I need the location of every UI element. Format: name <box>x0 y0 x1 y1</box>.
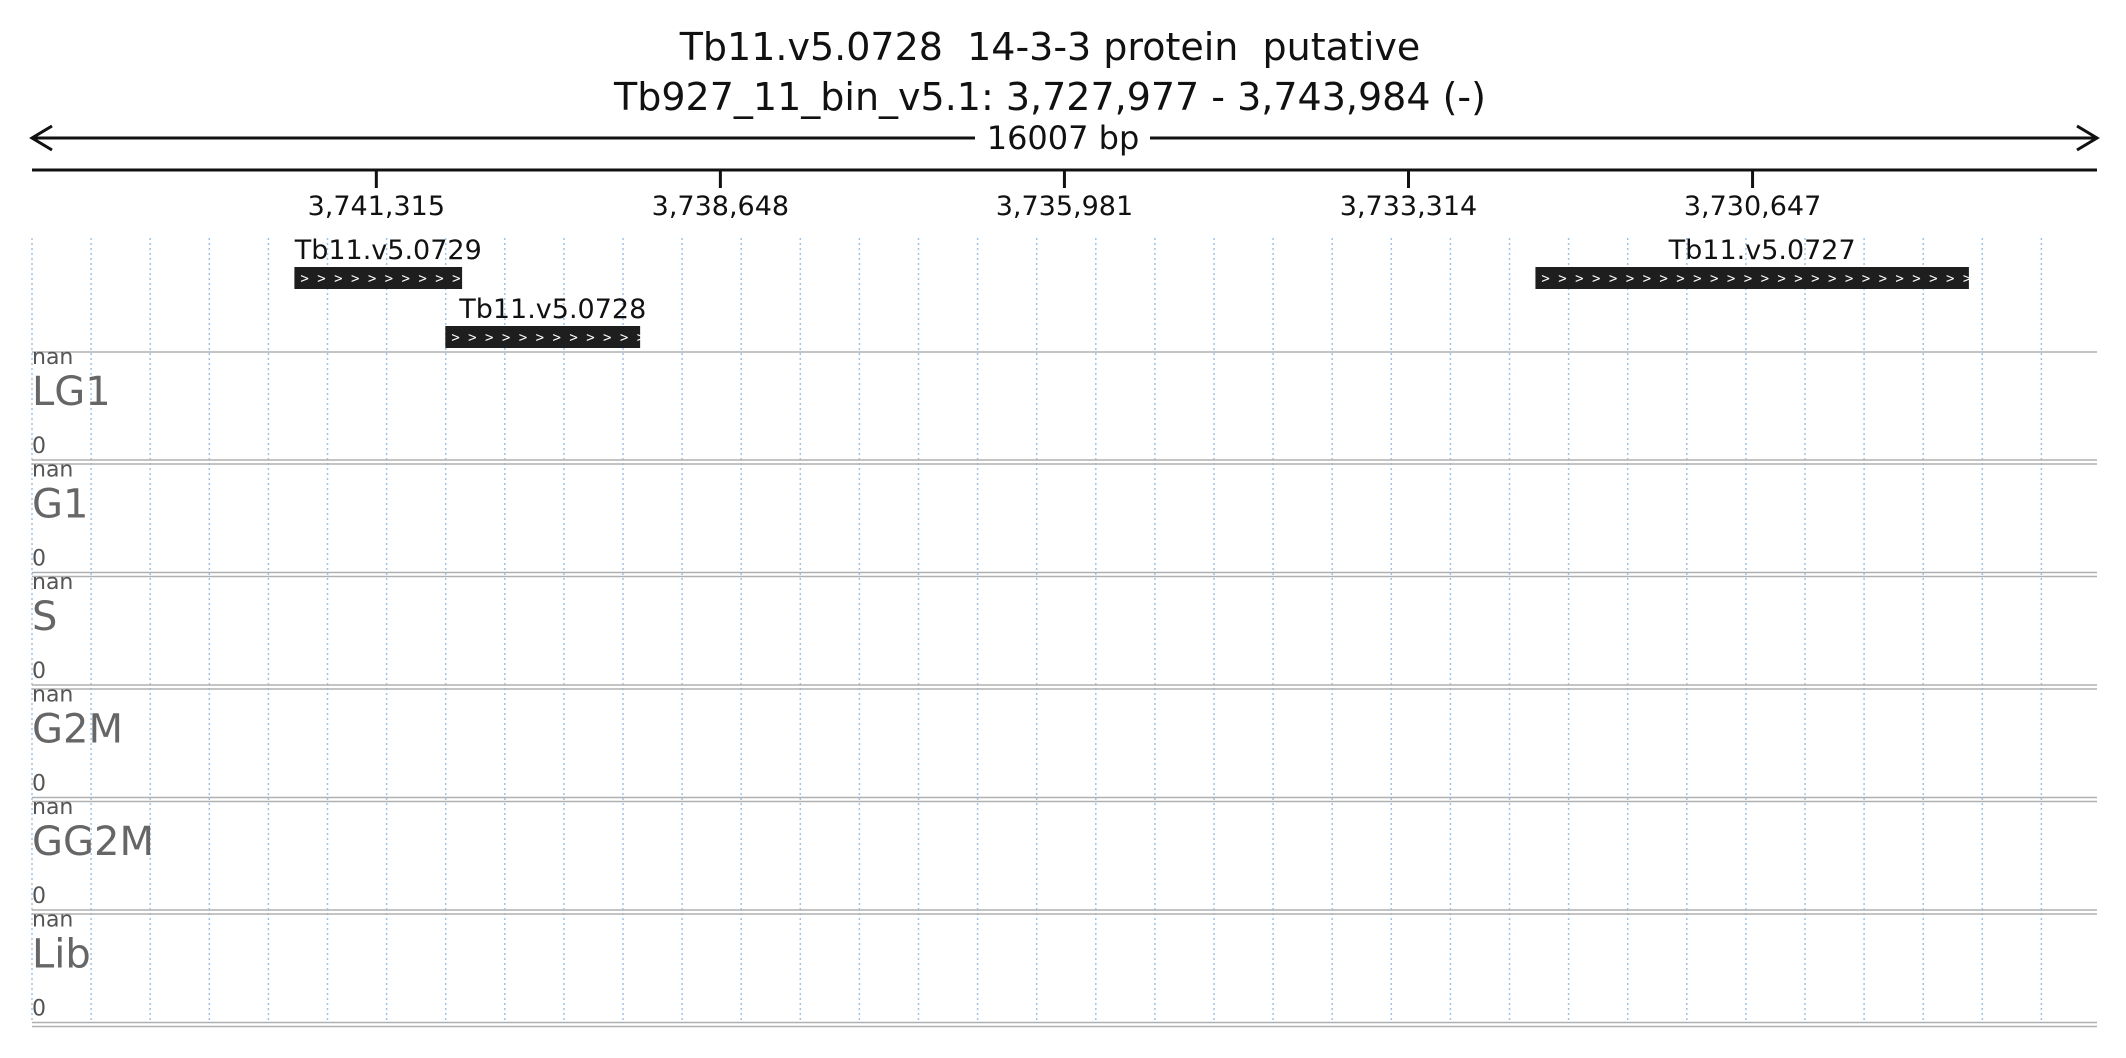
track-min-label: 0 <box>32 772 46 797</box>
strand-arrows: > > > > > > > > > > > <box>300 271 477 287</box>
axis-tick-label: 3,730,647 <box>1684 191 1821 222</box>
gene-box[interactable] <box>294 267 463 289</box>
axis-tick-label: 3,733,314 <box>1340 191 1477 222</box>
title-gene-line: Tb11.v5.0728 14-3-3 protein putative <box>679 25 1421 69</box>
track-name: S <box>32 594 57 640</box>
track-max-label: nan <box>32 570 73 595</box>
gene-label: Tb11.v5.0727 <box>1668 235 1856 266</box>
track-max-label: nan <box>32 795 73 820</box>
span-length-label: 16007 bp <box>987 119 1140 157</box>
gene-track: > > > > > > > > > > >Tb11.v5.0729> > > >… <box>294 235 2039 348</box>
span-arrow-right-head <box>2076 124 2100 152</box>
gene-feature[interactable]: > > > > > > > > > > > > > > > > > > > > … <box>1535 235 2039 289</box>
axis-tick-label: 3,735,981 <box>996 191 1133 222</box>
gene-box[interactable] <box>1535 267 1969 289</box>
track-max-label: nan <box>32 345 73 370</box>
span-arrow-left-head <box>29 124 53 152</box>
gene-label: Tb11.v5.0729 <box>294 235 482 266</box>
strand-arrows: > > > > > > > > > > > > > > > > > > > > … <box>1541 271 2038 287</box>
track-max-label: nan <box>32 683 73 708</box>
track-name: G1 <box>32 482 88 528</box>
title-coordinates-line: Tb927_11_bin_v5.1: 3,727,977 - 3,743,984… <box>614 75 1486 119</box>
track-name: Lib <box>32 932 91 978</box>
axis-tick-label: 3,738,648 <box>652 191 789 222</box>
figure-title: Tb11.v5.0728 14-3-3 protein putative Tb9… <box>0 22 2100 122</box>
axis-tick-label: 3,741,315 <box>308 191 445 222</box>
coordinate-axis: 3,741,315 3,738,648 3,735,981 3,733,314 3,73… <box>32 168 2097 222</box>
track-max-label: nan <box>32 908 73 933</box>
track-min-label: 0 <box>32 547 46 572</box>
track-min-label: 0 <box>32 434 46 459</box>
gene-box[interactable] <box>445 326 641 348</box>
track-min-label: 0 <box>32 659 46 684</box>
span-indicator: 16007 bp <box>29 119 2100 157</box>
strand-arrows: > > > > > > > > > > > > > <box>451 330 662 346</box>
gene-feature[interactable]: > > > > > > > > > > > > > Tb11.v5.0728 <box>445 294 662 348</box>
track-name: G2M <box>32 707 123 753</box>
grid-layer <box>31 238 2043 1020</box>
track-name: LG1 <box>32 369 111 415</box>
track-max-label: nan <box>32 458 73 483</box>
gene-feature[interactable]: > > > > > > > > > > > Tb11.v5.0729 <box>294 235 482 289</box>
track-name: GG2M <box>32 819 154 865</box>
track-separators <box>32 351 2097 1028</box>
gene-label: Tb11.v5.0728 <box>458 294 646 325</box>
track-min-label: 0 <box>32 884 46 909</box>
track-min-label: 0 <box>32 997 46 1022</box>
